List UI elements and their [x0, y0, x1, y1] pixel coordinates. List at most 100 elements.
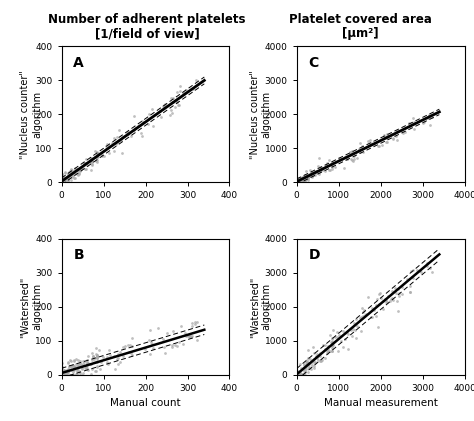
- Point: [348, 333, 356, 340]
- Point: [64, 170, 72, 176]
- Point: [359, 309, 367, 315]
- Point: [349, 325, 357, 332]
- Point: [304, 175, 312, 181]
- Point: [173, 99, 181, 105]
- Point: [406, 282, 413, 289]
- Point: [166, 112, 173, 119]
- Point: [321, 168, 328, 174]
- Point: [156, 107, 164, 114]
- Point: [406, 289, 414, 296]
- Point: [84, 360, 92, 367]
- Point: [68, 362, 76, 369]
- Point: [76, 370, 84, 376]
- Point: [117, 136, 124, 143]
- Point: [365, 141, 373, 148]
- Point: [71, 167, 79, 173]
- Point: [78, 164, 85, 171]
- Point: [65, 172, 73, 179]
- Point: [348, 147, 356, 154]
- Point: [60, 367, 67, 373]
- Point: [399, 284, 406, 291]
- Point: [189, 322, 196, 329]
- Point: [305, 360, 312, 367]
- Point: [59, 171, 66, 178]
- Point: [93, 151, 101, 157]
- Point: [167, 95, 174, 101]
- Point: [324, 343, 331, 349]
- Point: [63, 368, 71, 375]
- Point: [98, 153, 106, 160]
- Point: [73, 166, 80, 173]
- Point: [103, 353, 110, 360]
- Point: [93, 357, 100, 364]
- Point: [337, 338, 345, 344]
- Point: [310, 171, 317, 178]
- Point: [110, 134, 118, 141]
- Point: [388, 131, 395, 138]
- Point: [315, 171, 323, 177]
- Point: [427, 264, 434, 271]
- Point: [295, 177, 303, 184]
- Point: [381, 295, 389, 302]
- Point: [352, 327, 359, 334]
- Point: [64, 368, 72, 375]
- Point: [89, 353, 97, 360]
- Point: [333, 328, 340, 335]
- Point: [58, 364, 66, 370]
- Point: [67, 367, 75, 373]
- Point: [300, 361, 308, 368]
- Point: [59, 175, 67, 181]
- Point: [178, 322, 185, 329]
- Point: [64, 360, 72, 366]
- Point: [387, 296, 394, 302]
- Point: [328, 342, 336, 349]
- Point: [60, 176, 67, 182]
- Point: [406, 123, 413, 130]
- Point: [384, 293, 392, 300]
- Point: [146, 351, 154, 357]
- Point: [294, 371, 301, 378]
- Point: [393, 128, 401, 134]
- Point: [410, 125, 418, 132]
- Point: [347, 156, 355, 163]
- Point: [58, 360, 66, 366]
- Point: [310, 169, 318, 176]
- Point: [82, 166, 89, 173]
- Point: [383, 133, 391, 139]
- Point: [313, 168, 320, 174]
- Point: [112, 140, 120, 147]
- Point: [59, 367, 67, 373]
- Point: [128, 343, 136, 349]
- Point: [298, 370, 305, 377]
- Point: [127, 133, 135, 139]
- Point: [84, 353, 92, 360]
- Text: [μm²]: [μm²]: [342, 27, 379, 40]
- Point: [301, 177, 309, 184]
- Point: [304, 362, 311, 369]
- Point: [169, 341, 176, 348]
- Point: [331, 333, 339, 340]
- Point: [131, 124, 138, 131]
- Point: [301, 365, 308, 372]
- Point: [359, 313, 366, 320]
- Point: [313, 168, 320, 175]
- Point: [302, 358, 310, 365]
- Point: [293, 371, 301, 378]
- Point: [334, 347, 341, 354]
- Point: [59, 177, 67, 184]
- Point: [61, 371, 68, 378]
- Point: [307, 170, 314, 176]
- Point: [352, 315, 359, 322]
- Point: [343, 329, 350, 336]
- Point: [116, 358, 124, 365]
- Point: [93, 355, 101, 362]
- Point: [105, 346, 112, 353]
- Point: [304, 174, 312, 181]
- Point: [356, 139, 364, 146]
- Point: [305, 364, 312, 370]
- Point: [322, 162, 330, 169]
- Point: [319, 342, 327, 349]
- Point: [373, 296, 381, 302]
- Point: [336, 332, 343, 338]
- Point: [388, 288, 395, 294]
